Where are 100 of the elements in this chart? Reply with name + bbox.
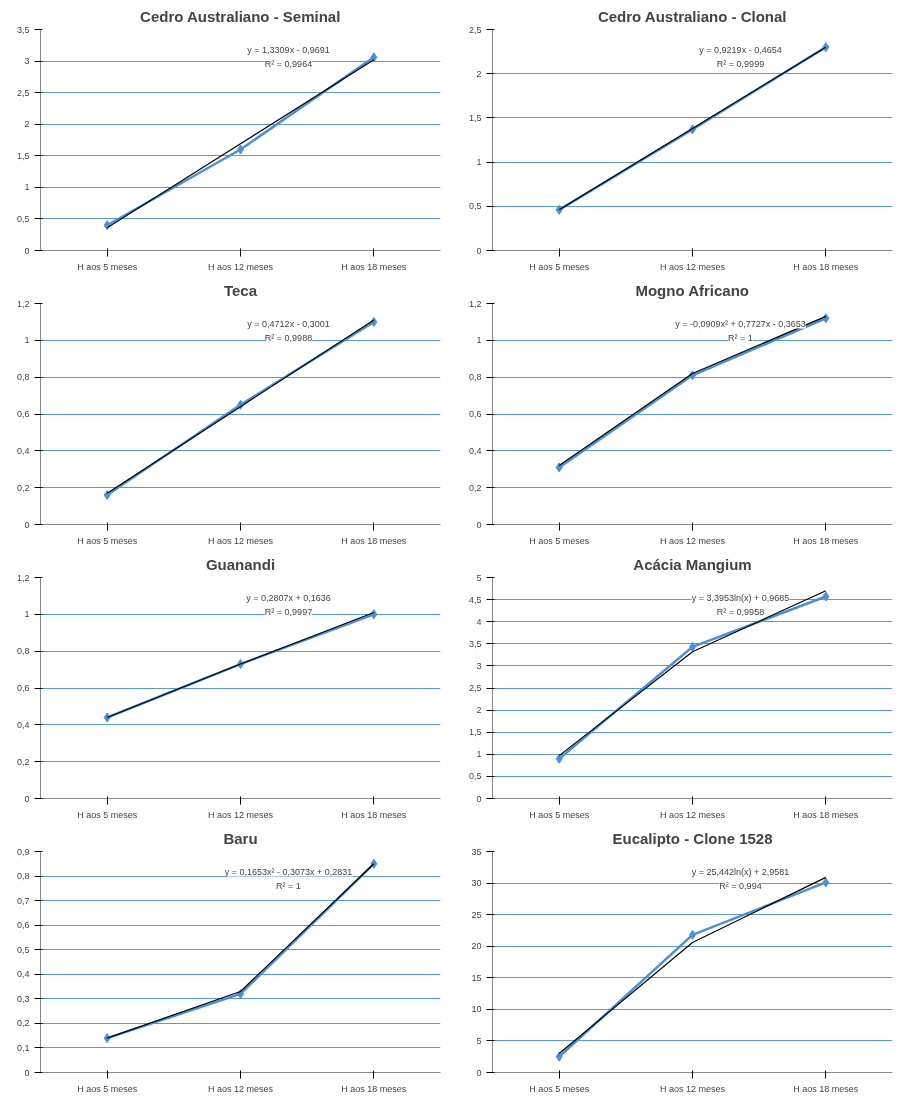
y-tick-label: 0,5 [468, 201, 482, 212]
y-tick-label: 1,5 [16, 150, 30, 161]
x-tick-label: H aos 12 meses [659, 1083, 726, 1094]
y-tick-label: 2 [24, 119, 30, 130]
y-tick-label: 0,8 [16, 646, 30, 657]
y-tick-label: 1,2 [16, 298, 30, 309]
y-tick-label: 15 [471, 972, 482, 983]
chart-title: Teca [223, 281, 258, 299]
annotation: y = 0,1653x² - 0,3073x + 0,2831 [224, 866, 353, 877]
x-tick-label: H aos 18 meses [341, 535, 407, 546]
x-tick-label: H aos 18 meses [341, 809, 407, 820]
y-tick-label: 0 [476, 519, 482, 530]
y-tick-label: 2,5 [468, 24, 482, 35]
x-tick-label: H aos 5 meses [77, 1083, 138, 1094]
x-tick-label: H aos 18 meses [793, 535, 859, 546]
annotation: R² = 1 [276, 880, 301, 891]
y-tick-label: 2 [476, 705, 482, 716]
x-tick-label: H aos 5 meses [529, 1083, 590, 1094]
y-tick-label: 20 [471, 941, 482, 952]
y-tick-label: 0,4 [16, 719, 30, 730]
x-tick-label: H aos 18 meses [341, 261, 407, 272]
y-tick-label: 25 [471, 909, 482, 920]
x-tick-label: H aos 12 meses [207, 261, 274, 272]
y-tick-label: 0,4 [16, 445, 30, 456]
annotation: R² = 0,9999 [716, 58, 765, 69]
y-tick-label: 1,5 [468, 112, 482, 123]
y-tick-label: 0,2 [468, 482, 482, 493]
annotation: R² = 0,9988 [264, 332, 313, 343]
y-tick-label: 0,4 [16, 969, 30, 980]
y-tick-label: 0,2 [16, 756, 30, 767]
y-tick-label: 0 [24, 519, 30, 530]
x-tick-label: H aos 18 meses [341, 1083, 407, 1094]
y-tick-label: 10 [471, 1004, 482, 1015]
x-tick-label: H aos 5 meses [529, 261, 590, 272]
y-tick-label: 1,5 [468, 727, 482, 738]
y-tick-label: 0,2 [16, 1018, 30, 1029]
chart-title: Cedro Australiano - Seminal [140, 7, 341, 25]
annotation: y = 0,2807x + 0,1636 [246, 592, 331, 603]
annotation: R² = 0,9964 [264, 58, 313, 69]
y-tick-label: 1 [24, 609, 30, 620]
y-tick-label: 0,6 [468, 409, 482, 419]
y-tick-label: 30 [471, 878, 482, 889]
y-tick-label: 0,3 [16, 993, 30, 1004]
x-tick-label: H aos 5 meses [77, 261, 138, 272]
y-tick-label: 1,2 [468, 298, 482, 309]
y-tick-label: 2,5 [16, 87, 30, 98]
x-tick-label: H aos 18 meses [793, 261, 859, 272]
y-tick-label: 4,5 [468, 594, 482, 605]
y-tick-label: 0 [476, 245, 482, 256]
annotation: y = 0,4712x - 0,3001 [247, 318, 330, 329]
y-tick-label: 0 [24, 793, 30, 804]
annotation: R² = 0,9997 [264, 606, 313, 617]
y-tick-label: 0,5 [468, 771, 482, 782]
x-tick-label: H aos 12 meses [207, 1083, 274, 1094]
annotation: y = -0,0909x² + 0,7727x - 0,3653 [675, 318, 806, 329]
y-tick-label: 2,5 [468, 683, 482, 693]
x-tick-label: H aos 12 meses [207, 809, 274, 820]
x-tick-label: H aos 5 meses [77, 809, 138, 820]
y-tick-label: 3,5 [468, 638, 482, 649]
chart-title: Guanandi [205, 555, 276, 573]
y-tick-label: 4 [476, 616, 482, 627]
y-tick-label: 1 [476, 749, 482, 760]
x-tick-label: H aos 12 meses [659, 261, 726, 272]
y-tick-label: 0 [24, 1067, 30, 1078]
y-tick-label: 0,2 [16, 482, 30, 493]
chart-title: Eucalipto - Clone 1528 [612, 829, 773, 847]
annotation: y = 1,3309x - 0,9691 [247, 44, 330, 55]
annotation: R² = 0,994 [719, 880, 762, 891]
y-tick-label: 1 [24, 335, 30, 346]
y-tick-label: 35 [471, 846, 482, 857]
y-tick-label: 2 [476, 68, 482, 79]
annotation: R² = 0,9958 [716, 606, 765, 617]
y-tick-label: 1 [24, 182, 30, 193]
x-tick-label: H aos 12 meses [659, 809, 726, 820]
y-tick-label: 0 [24, 245, 30, 256]
chart-title: Cedro Australiano - Clonal [597, 7, 787, 25]
y-tick-label: 1 [476, 335, 482, 346]
annotation: y = 25,442ln(x) + 2,9581 [691, 866, 790, 877]
x-tick-label: H aos 5 meses [77, 535, 138, 546]
chart-title: Baru [223, 829, 258, 847]
y-tick-label: 0,6 [16, 409, 30, 419]
x-tick-label: H aos 12 meses [207, 535, 274, 546]
y-tick-label: 0,7 [16, 895, 30, 906]
chart-title: Acácia Mangium [633, 555, 752, 573]
y-tick-label: 0 [476, 793, 482, 804]
y-tick-label: 0 [476, 1067, 482, 1078]
y-tick-label: 0,1 [16, 1042, 30, 1053]
y-tick-label: 1,2 [16, 572, 30, 583]
y-tick-label: 0,5 [16, 213, 30, 224]
y-tick-label: 1 [476, 157, 482, 168]
x-tick-label: H aos 18 meses [793, 1083, 859, 1094]
chart-title: Mogno Africano [635, 281, 750, 299]
annotation: R² = 1 [728, 332, 753, 343]
y-tick-label: 3,5 [16, 24, 30, 35]
y-tick-label: 0,6 [16, 683, 30, 693]
y-tick-label: 5 [476, 1035, 482, 1046]
x-tick-label: H aos 18 meses [793, 809, 859, 820]
y-tick-label: 5 [476, 572, 482, 583]
y-tick-label: 0,8 [16, 372, 30, 383]
annotation: y = 0,9219x - 0,4654 [699, 44, 782, 55]
